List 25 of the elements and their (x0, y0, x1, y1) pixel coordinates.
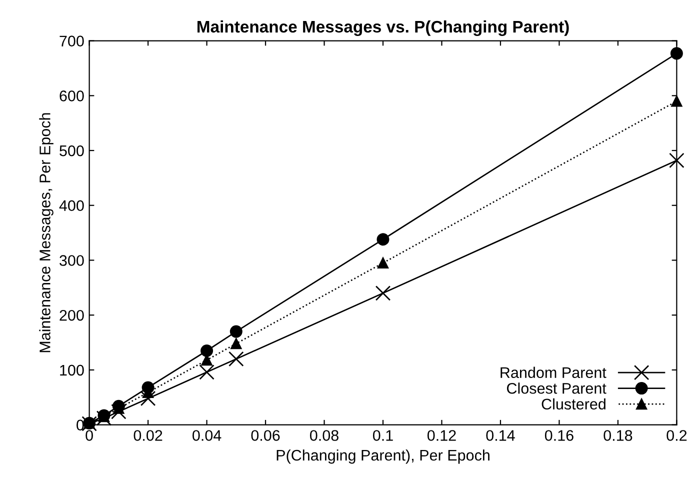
x-tick-label: 0.14 (486, 430, 515, 441)
x-tick-label: 0.04 (192, 430, 222, 441)
y-tick-label: 400 (59, 200, 84, 212)
x-tick-label: 0.18 (604, 430, 632, 441)
y-tick-label: 200 (60, 310, 84, 321)
legend-label: Clustered (542, 398, 606, 410)
x-tick-label: 0.06 (251, 430, 280, 441)
legend-label: Closest Parent (506, 382, 606, 394)
x-tick-label: 0.2 (666, 430, 687, 441)
y-tick-label: 0 (76, 420, 84, 430)
y-tick-label: 600 (60, 90, 84, 102)
y-tick-label: 100 (60, 364, 84, 376)
x-tick-label: 0.16 (544, 430, 574, 441)
legend-label: Random Parent (500, 366, 606, 378)
y-tick-label: 300 (60, 255, 84, 266)
x-tick-label: 0.08 (310, 430, 338, 441)
x-axis-title: P(Changing Parent), Per Epoch (276, 449, 490, 464)
x-tick-label: 0.1 (372, 430, 393, 441)
chart-title: Maintenance Messages vs. P(Changing Parent) (198, 20, 569, 36)
y-tick-label: 500 (60, 145, 84, 156)
x-tick-label: 0 (86, 430, 93, 441)
y-axis-title: Maintenance Messages, Per Epoch (39, 113, 54, 352)
x-tick-label: 0.12 (427, 430, 456, 441)
y-tick-label: 700 (60, 36, 84, 46)
x-tick-label: 0.02 (134, 430, 162, 441)
